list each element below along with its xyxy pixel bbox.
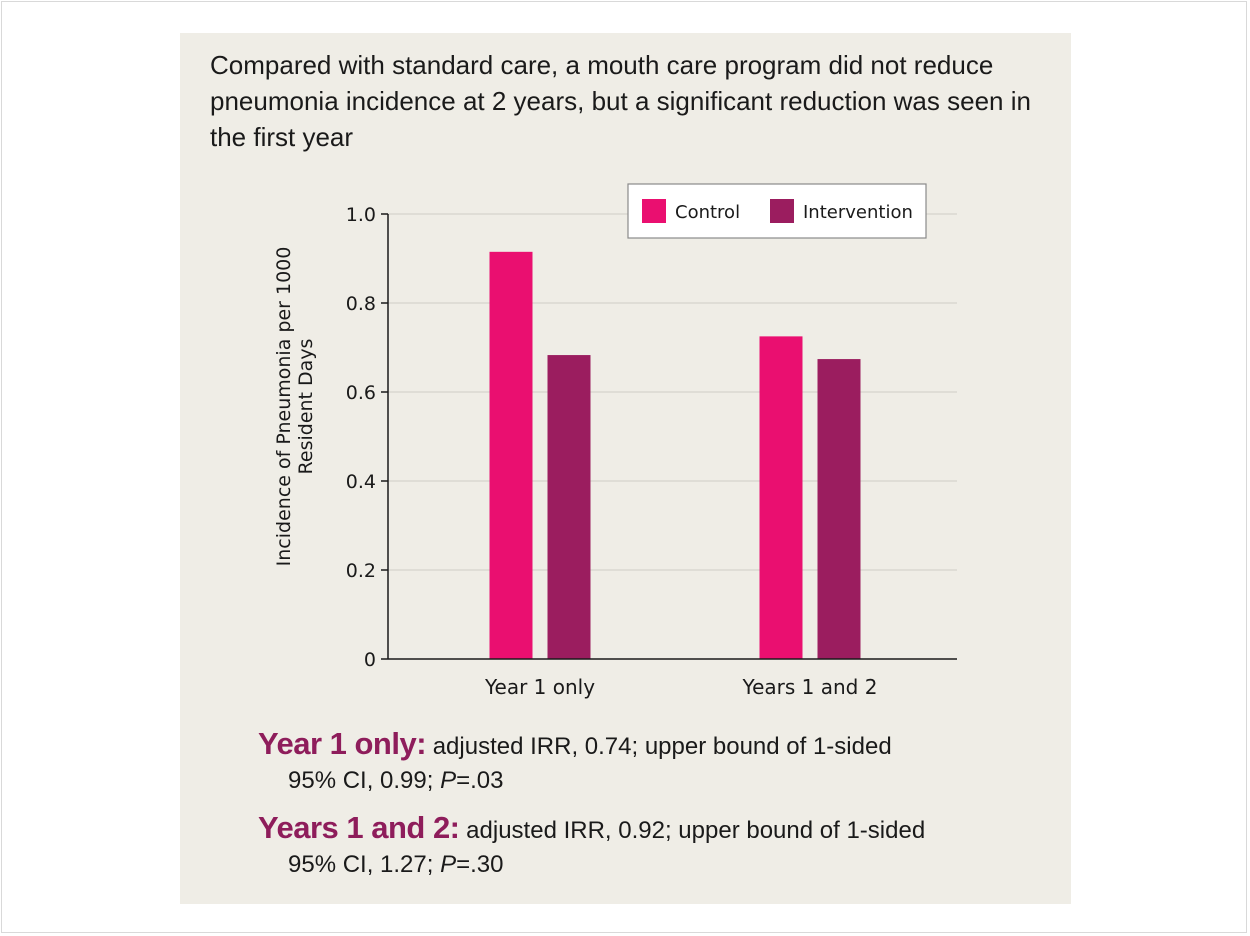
bar-intervention-2 [817,359,861,659]
y-tick-label: 0 [364,649,376,671]
y-tick-label: 1.0 [346,204,376,226]
y-tick-label: 0.6 [346,382,376,404]
y-tick-label: 0.4 [346,471,376,493]
y-tick-label: 0.2 [346,560,376,582]
note-years12: Years 1 and 2: adjusted IRR, 0.92; upper… [258,811,1038,882]
y-axis-title: Incidence of Pneumonia per 1000 [273,247,295,567]
x-category-label: Year 1 only [484,675,595,699]
legend: Control Intervention [627,183,927,239]
bar-intervention-1 [547,355,591,659]
legend-swatch-intervention [770,199,794,223]
note-year1-key: Year 1 only: [258,726,427,761]
axes [381,213,957,660]
legend-label-intervention: Intervention [803,202,913,223]
x-category-label: Years 1 and 2 [742,675,878,699]
note-year1-pvalue: =.03 [456,767,504,794]
y-axis-title: Resident Days [295,339,317,475]
note-years12-key: Years 1 and 2: [258,810,460,845]
note-years12-line1: adjusted IRR, 0.92; upper bound of 1-sid… [459,817,926,844]
note-years12-ci: 95% CI, 1.27; [288,851,441,878]
legend-label-control: Control [675,202,740,223]
bar-control-1 [489,251,533,659]
note-year1-line1: adjusted IRR, 0.74; upper bound of 1-sid… [426,733,892,760]
bars [489,251,861,659]
bar-control-2 [759,336,803,659]
legend-swatch-control [642,199,666,223]
note-year1-line2: 95% CI, 0.99; P=.03 [258,764,1038,798]
figure-panel: Compared with standard care, a mouth car… [180,33,1071,904]
axis-labels: 0 0.2 0.4 0.6 0.8 1.0 Year 1 only Years 1 and 2… [273,204,877,699]
grid-lines [388,213,957,571]
note-year1: Year 1 only: adjusted IRR, 0.74; upper b… [258,727,1038,798]
headline: Compared with standard care, a mouth car… [210,50,1031,152]
note-year1-ci: 95% CI, 0.99; [288,767,441,794]
bar-chart: 0 0.2 0.4 0.6 0.8 1.0 Year 1 only Years 1 and 2… [273,183,957,699]
note-years12-line2: 95% CI, 1.27; P=.30 [258,848,1038,882]
note-years12-p: P [440,851,457,878]
legend-box [627,183,927,239]
note-years12-pvalue: =.30 [456,851,504,878]
y-tick-label: 0.8 [346,293,376,315]
note-year1-p: P [440,767,457,794]
